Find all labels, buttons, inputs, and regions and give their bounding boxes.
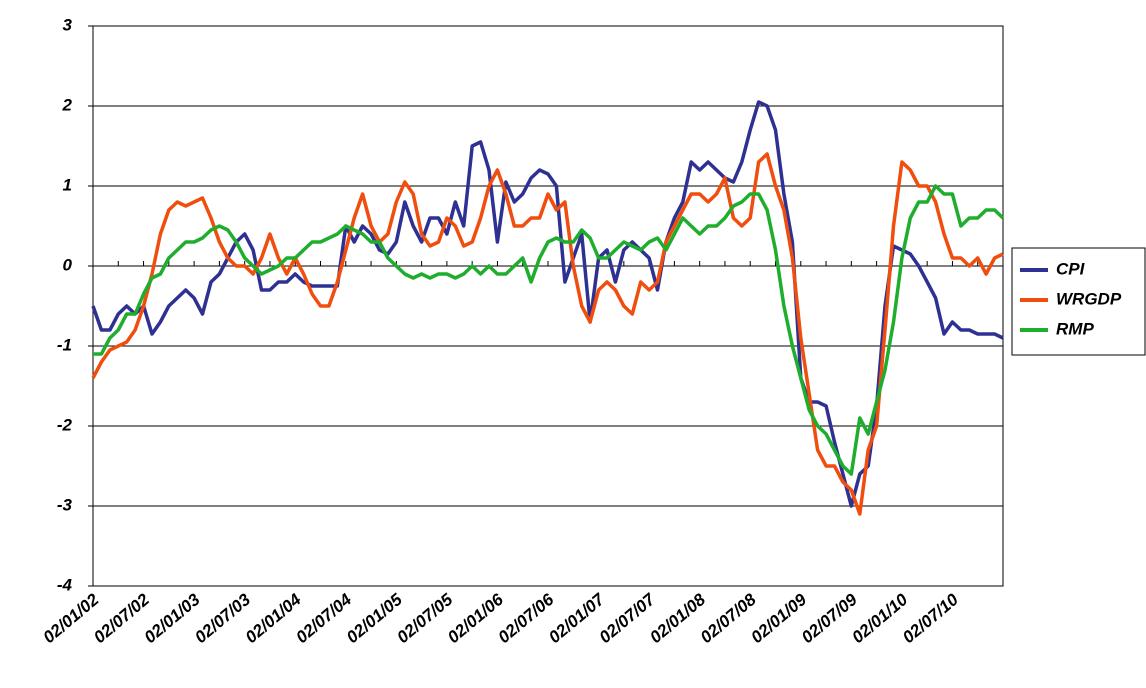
legend-label: RMP <box>1056 319 1094 338</box>
x-tick-label: 02/07/04 <box>292 590 355 647</box>
x-tick-label: 02/01/02 <box>40 590 103 647</box>
line-series <box>91 152 1004 516</box>
y-tick-label: 3 <box>63 15 73 34</box>
legend-label: WRGDP <box>1056 289 1122 308</box>
x-tick-label: 02/01/09 <box>747 590 810 647</box>
x-tick-label: 02/07/10 <box>899 590 962 647</box>
x-tick-label: 02/07/03 <box>191 590 254 647</box>
x-tick-label: 02/01/05 <box>343 590 406 647</box>
x-tick-label: 02/07/08 <box>697 590 760 647</box>
x-tick-label: 02/01/03 <box>141 590 204 647</box>
x-tick-label: 02/01/08 <box>646 590 709 647</box>
x-tick-label: 02/07/06 <box>495 590 558 647</box>
x-tick-label: 02/07/02 <box>90 590 153 647</box>
line-series <box>93 184 1005 476</box>
y-tick-label: -4 <box>57 575 73 594</box>
y-tick-label: -1 <box>57 335 72 354</box>
y-tick-label: 0 <box>63 255 73 274</box>
y-tick-label: 2 <box>62 95 73 114</box>
x-tick-label: 02/01/06 <box>444 590 507 647</box>
line-series <box>91 100 1004 508</box>
x-tick-label: 02/01/10 <box>848 590 911 647</box>
x-tick-label: 02/01/04 <box>242 590 305 647</box>
x-tick-label: 02/07/09 <box>798 590 861 647</box>
x-tick-label: 02/07/05 <box>393 590 456 647</box>
plot-area <box>92 25 1004 587</box>
y-tick-label: -2 <box>57 415 73 434</box>
legend-label: CPI <box>1056 259 1086 278</box>
y-tick-label: -3 <box>57 495 73 514</box>
y-tick-label: 1 <box>63 175 72 194</box>
